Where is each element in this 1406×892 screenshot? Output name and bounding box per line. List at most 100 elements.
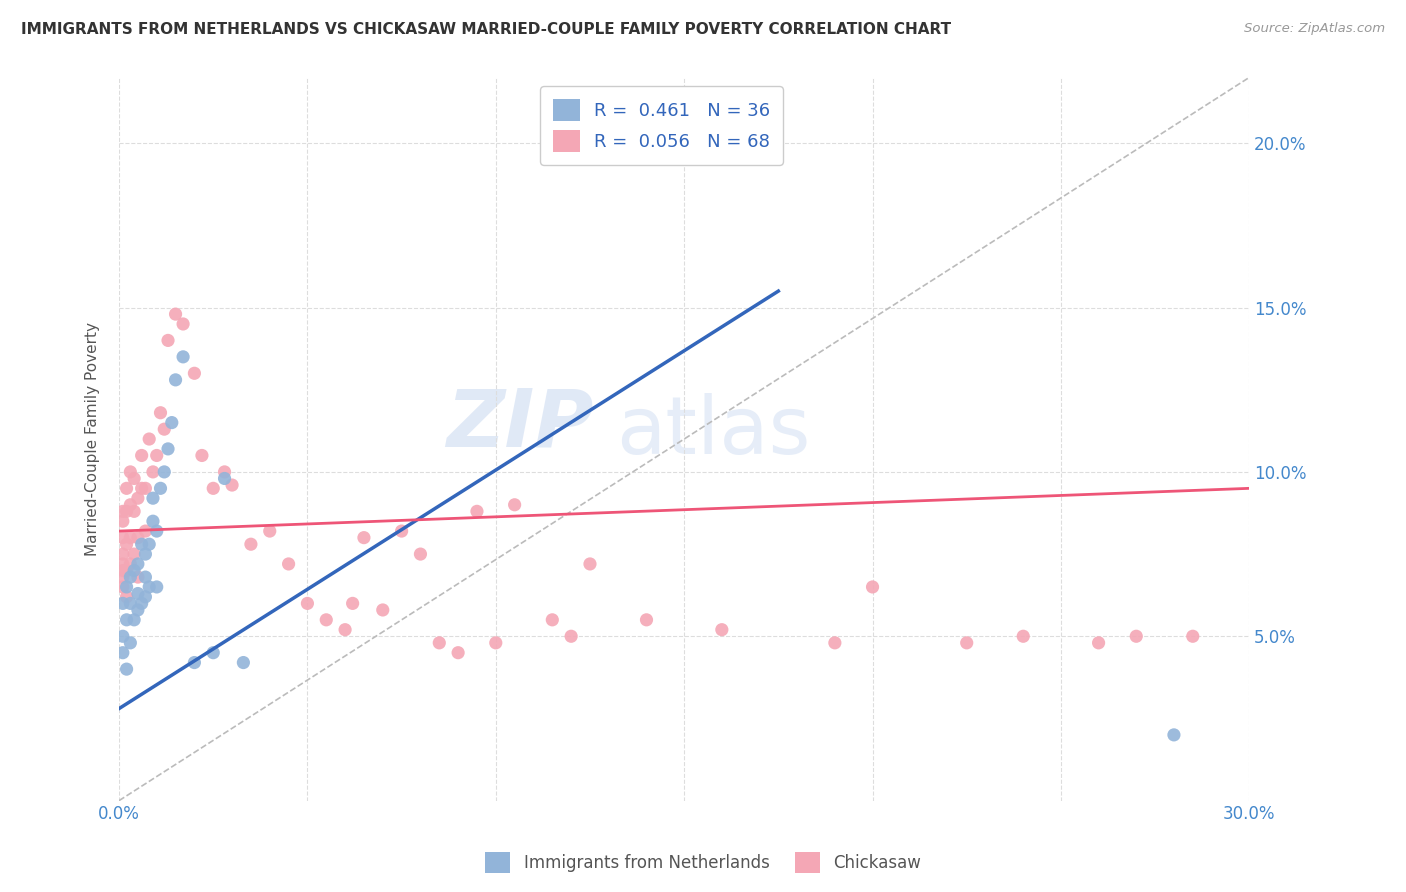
Point — [172, 350, 194, 364]
Point — [503, 498, 526, 512]
Point — [153, 422, 176, 436]
Point — [122, 547, 145, 561]
Point — [202, 481, 225, 495]
Point — [214, 465, 236, 479]
Point — [277, 557, 299, 571]
Point — [120, 557, 142, 571]
Point — [149, 481, 172, 495]
Point — [1087, 636, 1109, 650]
Point — [131, 449, 153, 463]
Point — [232, 656, 254, 670]
Point — [111, 504, 134, 518]
Legend: R =  0.461   N = 36, R =  0.056   N = 68: R = 0.461 N = 36, R = 0.056 N = 68 — [540, 87, 783, 165]
Point — [127, 531, 149, 545]
Point — [1181, 629, 1204, 643]
Point — [160, 416, 183, 430]
Text: ZIP: ZIP — [446, 385, 593, 464]
Point — [142, 491, 165, 506]
Point — [824, 636, 846, 650]
Point — [122, 564, 145, 578]
Point — [956, 636, 979, 650]
Point — [297, 596, 319, 610]
Point — [134, 590, 156, 604]
Point — [1012, 629, 1035, 643]
Point — [111, 531, 134, 545]
Point — [149, 406, 172, 420]
Point — [111, 570, 134, 584]
Y-axis label: Married-Couple Family Poverty: Married-Couple Family Poverty — [86, 322, 100, 556]
Point — [111, 564, 134, 578]
Point — [127, 603, 149, 617]
Point — [315, 613, 337, 627]
Point — [120, 465, 142, 479]
Point — [157, 334, 180, 348]
Legend: Immigrants from Netherlands, Chickasaw: Immigrants from Netherlands, Chickasaw — [478, 846, 928, 880]
Point — [111, 514, 134, 528]
Point — [221, 478, 243, 492]
Point — [391, 524, 413, 538]
Point — [183, 366, 205, 380]
Point — [142, 514, 165, 528]
Point — [138, 537, 160, 551]
Point — [202, 646, 225, 660]
Point — [120, 596, 142, 610]
Point — [541, 613, 564, 627]
Point — [120, 636, 142, 650]
Point — [710, 623, 733, 637]
Point — [122, 613, 145, 627]
Point — [122, 504, 145, 518]
Point — [427, 636, 450, 650]
Point — [127, 586, 149, 600]
Point — [142, 465, 165, 479]
Point — [191, 449, 214, 463]
Point — [636, 613, 658, 627]
Point — [342, 596, 364, 610]
Point — [131, 537, 153, 551]
Point — [111, 547, 134, 561]
Point — [259, 524, 281, 538]
Point — [353, 531, 375, 545]
Point — [138, 432, 160, 446]
Point — [131, 596, 153, 610]
Point — [1125, 629, 1147, 643]
Point — [333, 623, 356, 637]
Point — [134, 547, 156, 561]
Point — [485, 636, 508, 650]
Point — [115, 537, 138, 551]
Point — [183, 656, 205, 670]
Point — [127, 570, 149, 584]
Point — [115, 504, 138, 518]
Point — [134, 481, 156, 495]
Point — [862, 580, 884, 594]
Text: IMMIGRANTS FROM NETHERLANDS VS CHICKASAW MARRIED-COUPLE FAMILY POVERTY CORRELATI: IMMIGRANTS FROM NETHERLANDS VS CHICKASAW… — [21, 22, 952, 37]
Point — [465, 504, 488, 518]
Point — [134, 524, 156, 538]
Point — [111, 596, 134, 610]
Point — [145, 524, 167, 538]
Point — [120, 531, 142, 545]
Point — [165, 373, 187, 387]
Point — [138, 580, 160, 594]
Point — [115, 613, 138, 627]
Point — [127, 557, 149, 571]
Text: Source: ZipAtlas.com: Source: ZipAtlas.com — [1244, 22, 1385, 36]
Point — [127, 491, 149, 506]
Point — [111, 646, 134, 660]
Point — [120, 498, 142, 512]
Point — [214, 471, 236, 485]
Point — [409, 547, 432, 561]
Point — [579, 557, 602, 571]
Point — [371, 603, 394, 617]
Point — [111, 580, 134, 594]
Point — [560, 629, 582, 643]
Point — [111, 557, 134, 571]
Point — [172, 317, 194, 331]
Point — [111, 629, 134, 643]
Point — [134, 570, 156, 584]
Point — [145, 449, 167, 463]
Point — [122, 471, 145, 485]
Point — [115, 662, 138, 676]
Point — [1163, 728, 1185, 742]
Point — [115, 590, 138, 604]
Point — [447, 646, 470, 660]
